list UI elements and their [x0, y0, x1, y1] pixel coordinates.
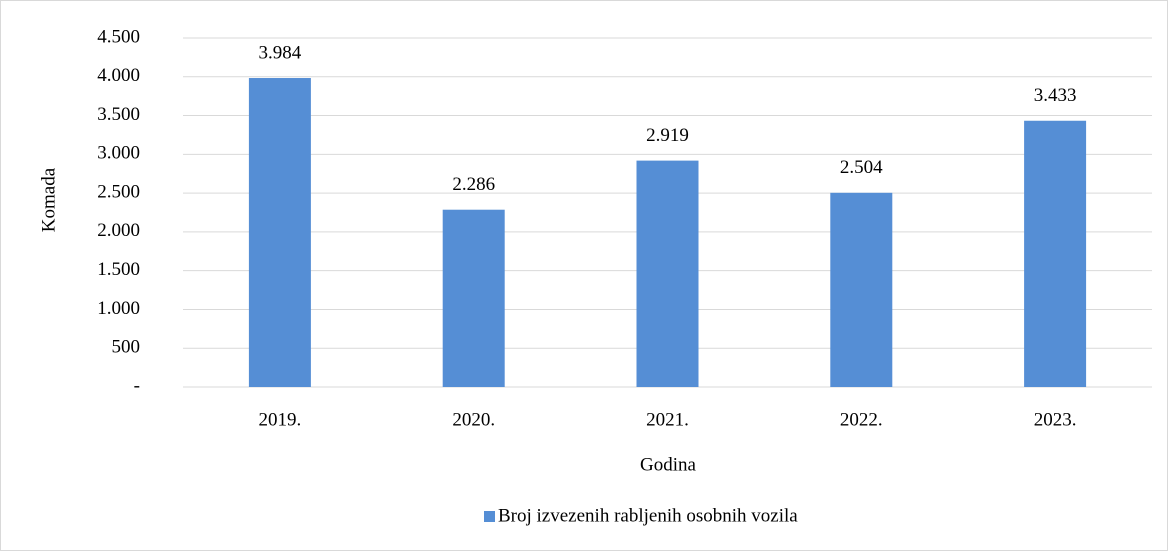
y-axis-label: Komada: [38, 167, 59, 232]
value-label: 2.286: [452, 174, 495, 195]
x-tick-label: 2021.: [646, 409, 689, 430]
value-label: 3.433: [1034, 85, 1077, 106]
bar: [636, 160, 699, 387]
x-tick-label: 2020.: [452, 409, 495, 430]
y-tick-label: 1.000: [97, 298, 140, 319]
y-tick-label: 3.000: [97, 143, 140, 164]
y-tick-label: 4.500: [97, 26, 140, 47]
x-tick-label: 2019.: [259, 409, 302, 430]
y-tick-label: 3.500: [97, 104, 140, 125]
bar: [1024, 120, 1087, 388]
x-tick-label: 2022.: [840, 409, 883, 430]
y-tick-label: 500: [112, 337, 141, 358]
value-label: 3.984: [259, 42, 302, 63]
x-tick-label: 2023.: [1034, 409, 1077, 430]
y-tick-label: 1.500: [97, 259, 140, 280]
value-label: 2.919: [646, 125, 689, 146]
y-tick-label: 2.500: [97, 181, 140, 202]
y-tick-label: -: [134, 375, 140, 396]
y-tick-label: 2.000: [97, 220, 140, 241]
bar: [442, 209, 505, 387]
legend-label: Broj izvezenih rabljenih osobnih vozila: [498, 505, 798, 526]
x-axis-label: Godina: [640, 454, 697, 475]
y-tick-label: 4.000: [97, 65, 140, 86]
bar: [830, 192, 893, 387]
legend-swatch: [484, 511, 495, 522]
bar: [248, 78, 311, 387]
value-label: 2.504: [840, 157, 883, 178]
